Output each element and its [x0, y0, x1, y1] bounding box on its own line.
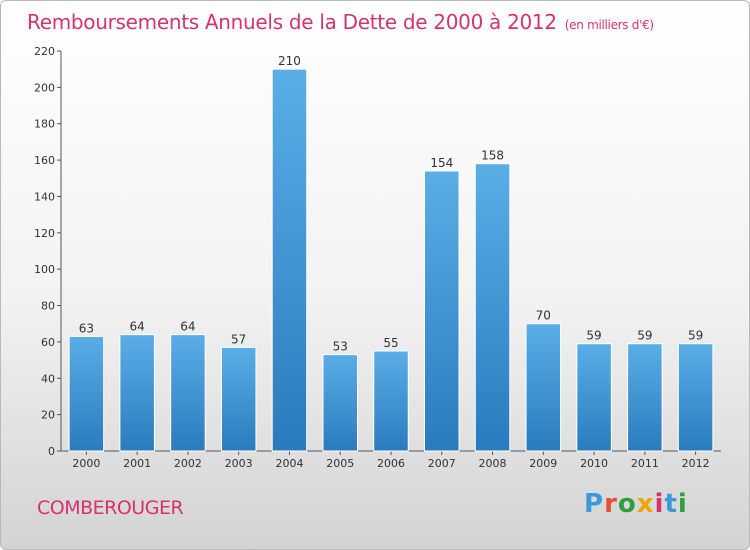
bar-value-label: 59: [586, 329, 601, 343]
bar[interactable]: [525, 323, 562, 452]
chart-labels: 63 2000 64 2001 64 2002 57 2003 210 2004 53 2005 55 2…: [72, 54, 709, 470]
bar[interactable]: [373, 350, 409, 452]
y-tick-label: 160: [34, 154, 55, 167]
y-tick-label: 40: [41, 372, 55, 385]
y-tick-label: 60: [41, 336, 55, 349]
x-tick-label: 2008: [479, 457, 507, 470]
bar-value-label: 154: [430, 156, 453, 170]
y-tick-label: 120: [34, 227, 55, 240]
bar[interactable]: [627, 343, 663, 452]
y-tick-label: 100: [34, 263, 55, 276]
bar-value-label: 64: [130, 320, 145, 334]
chart-bars: [68, 68, 714, 452]
proxiti-logo[interactable]: Proxiti: [584, 489, 688, 519]
bar-value-label: 210: [278, 54, 301, 68]
bar[interactable]: [170, 334, 206, 452]
bar[interactable]: [220, 346, 257, 452]
y-tick-label: 200: [34, 81, 55, 94]
bar[interactable]: [271, 68, 308, 452]
bar-value-label: 64: [180, 320, 195, 334]
bar[interactable]: [322, 354, 358, 452]
bar-value-label: 70: [536, 309, 551, 323]
logo-letter: t: [664, 489, 678, 519]
chart-subtitle: (en milliers d'€): [564, 18, 654, 32]
x-tick-label: 2005: [326, 457, 354, 470]
logo-letter: i: [677, 489, 688, 519]
x-tick-label: 2004: [275, 457, 303, 470]
x-tick-label: 2000: [72, 457, 100, 470]
bar-value-label: 57: [231, 332, 246, 346]
x-tick-label: 2007: [428, 457, 456, 470]
x-tick-label: 2012: [682, 457, 710, 470]
bar-value-label: 53: [333, 340, 348, 354]
bar[interactable]: [119, 334, 155, 452]
bar-value-label: 158: [481, 149, 504, 163]
bar-value-label: 63: [79, 321, 94, 335]
bar[interactable]: [576, 343, 612, 452]
logo-letter: x: [636, 489, 655, 519]
y-tick-label: 0: [48, 445, 55, 458]
commune-name: COMBEROUGER: [37, 497, 184, 519]
bar-value-label: 59: [637, 329, 652, 343]
logo-letter: i: [654, 489, 665, 519]
x-tick-label: 2006: [377, 457, 405, 470]
y-tick-label: 140: [34, 190, 55, 203]
bar[interactable]: [474, 163, 511, 452]
y-tick-label: 80: [41, 300, 55, 313]
bar-value-label: 55: [383, 336, 398, 350]
chart-title-text: Remboursements Annuels de la Dette de 20…: [27, 10, 557, 34]
x-tick-label: 2002: [174, 457, 202, 470]
y-tick-label: 220: [34, 45, 55, 58]
logo-letter: o: [617, 489, 637, 519]
y-tick-label: 20: [41, 409, 55, 422]
x-tick-label: 2001: [123, 457, 151, 470]
y-tick-label: 180: [34, 118, 55, 131]
x-tick-label: 2009: [529, 457, 557, 470]
logo-letter: r: [604, 489, 618, 519]
bar-value-label: 59: [688, 329, 703, 343]
logo-letter: P: [584, 489, 605, 519]
chart-title: Remboursements Annuels de la Dette de 20…: [27, 10, 654, 34]
x-tick-label: 2010: [580, 457, 608, 470]
x-tick-label: 2011: [631, 457, 659, 470]
bar[interactable]: [68, 335, 105, 452]
bar[interactable]: [677, 343, 714, 452]
bar[interactable]: [424, 170, 460, 452]
x-tick-label: 2003: [225, 457, 253, 470]
